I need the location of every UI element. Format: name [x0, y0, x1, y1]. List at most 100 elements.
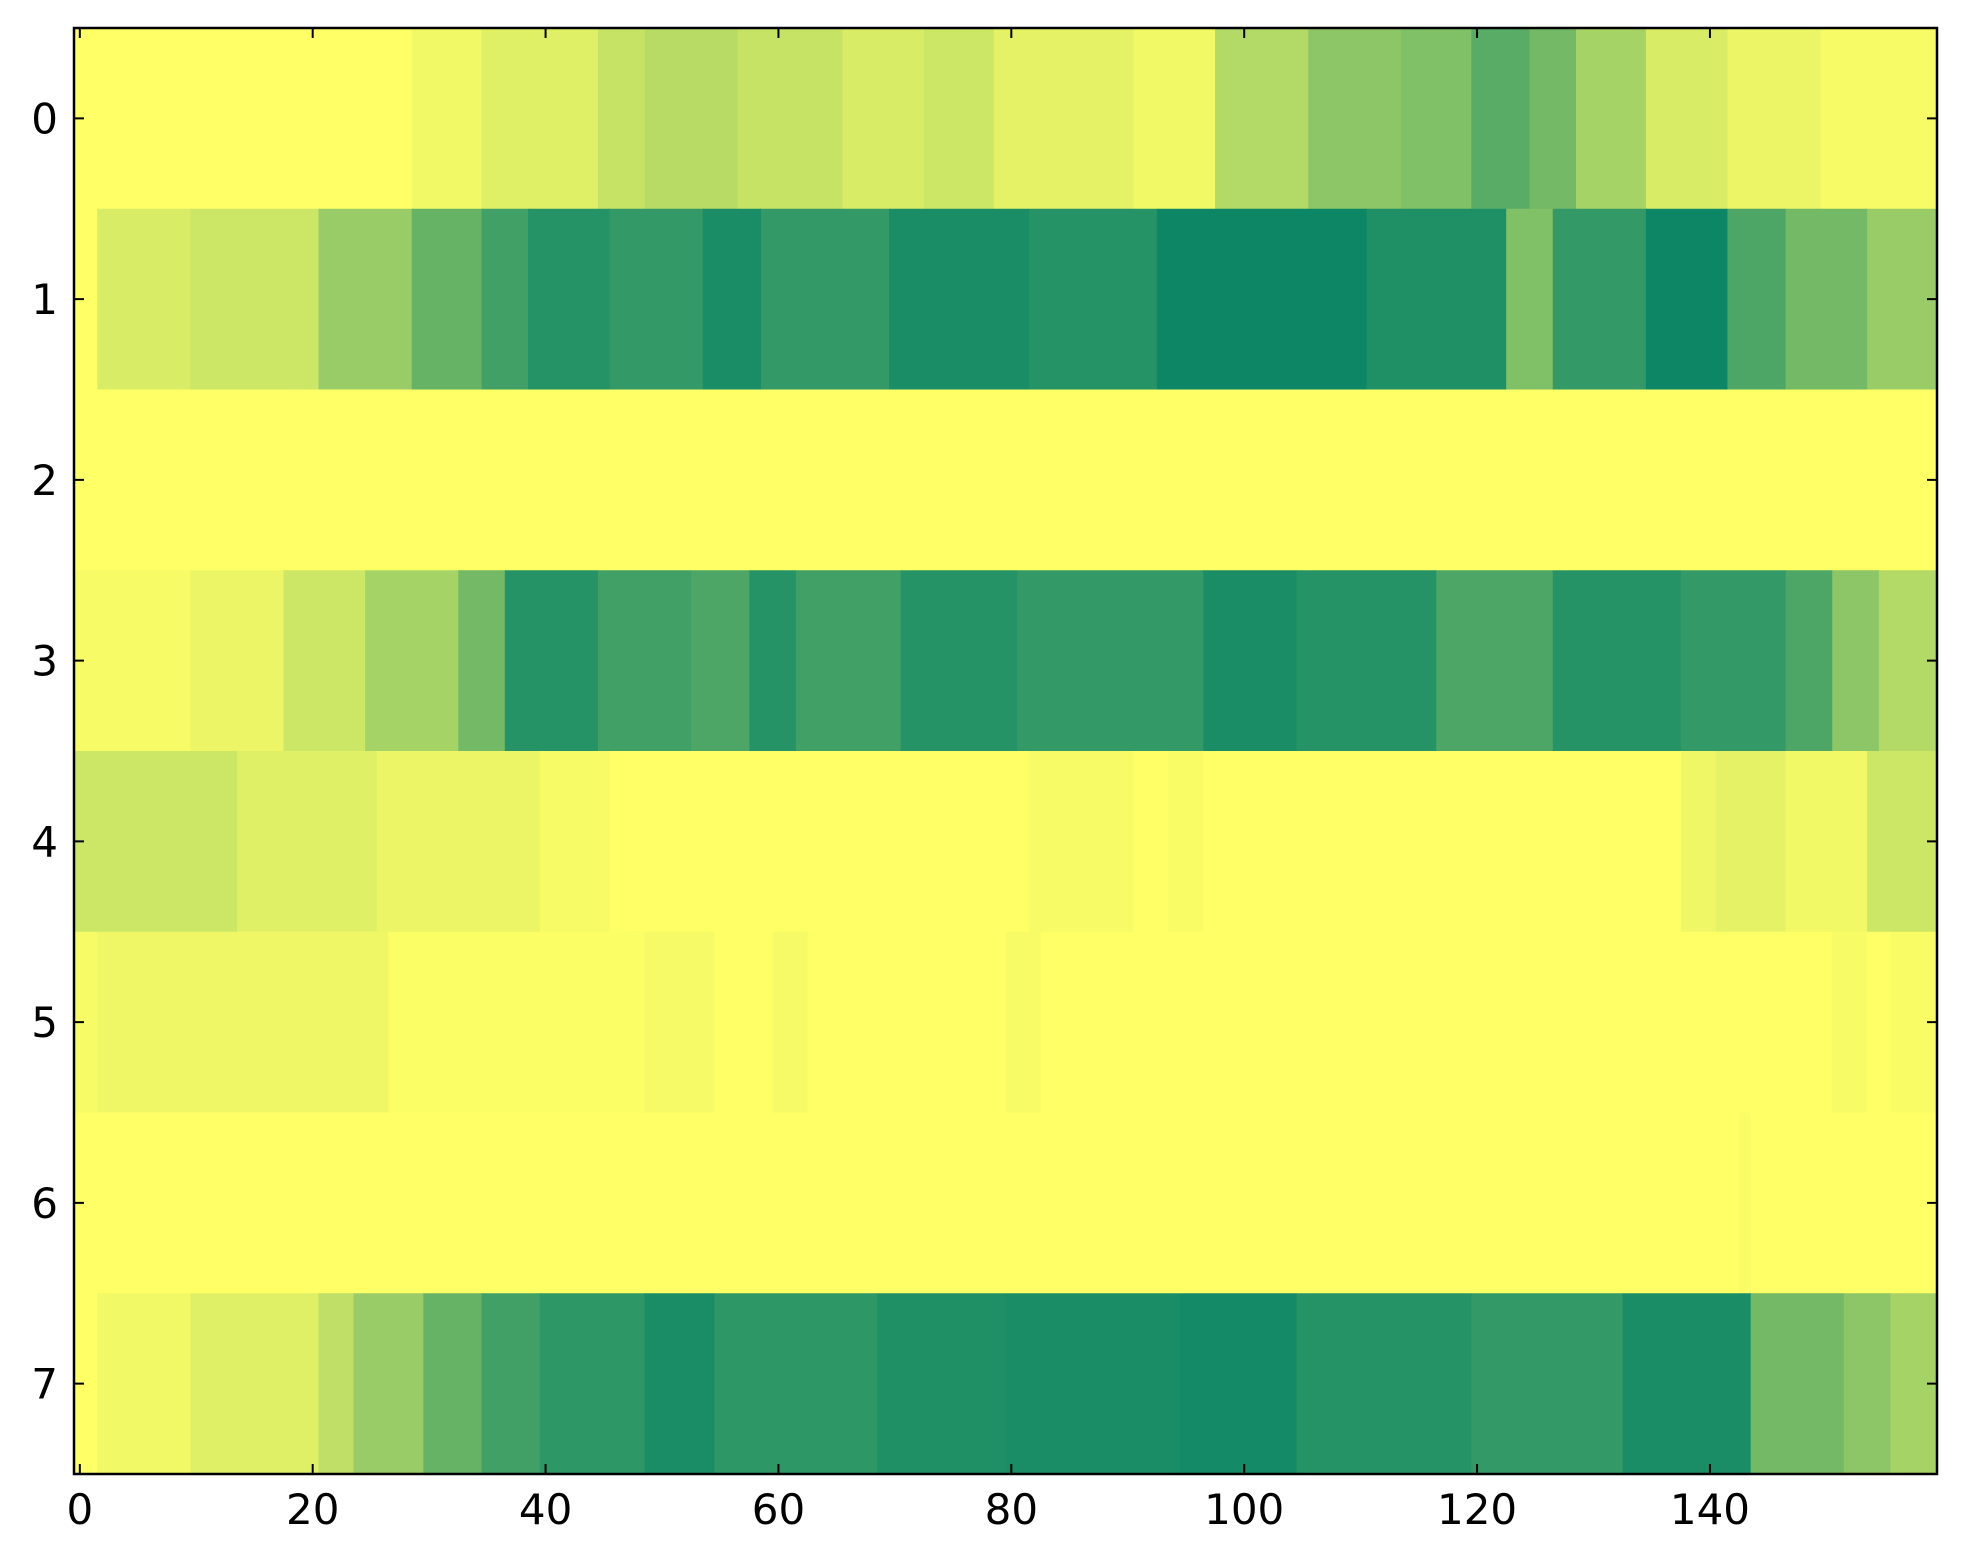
heatmap-cell — [318, 1293, 355, 1475]
heatmap-cell — [737, 28, 844, 210]
y-tick-label: 4 — [31, 817, 58, 866]
heatmap-cell — [1028, 208, 1158, 391]
heatmap-cell — [376, 751, 541, 933]
x-tick-label: 20 — [286, 1485, 339, 1534]
heatmap-cell — [1436, 570, 1554, 752]
y-tick-label: 1 — [31, 275, 58, 324]
heatmap-cell — [1366, 208, 1507, 391]
heatmap-cell — [795, 570, 902, 752]
heatmap-cell — [609, 751, 1030, 933]
heatmap-cell — [714, 931, 774, 1114]
heatmap-cell — [1645, 208, 1729, 391]
heatmap-cell — [353, 1293, 424, 1475]
heatmap-cell — [1867, 751, 1938, 933]
heatmap-cell — [597, 28, 646, 210]
heatmap-cell — [1156, 208, 1368, 391]
y-tick-label: 6 — [31, 1179, 58, 1228]
heatmap-cell — [74, 931, 98, 1114]
heatmap-cell — [1727, 208, 1787, 391]
heatmap-cell — [1203, 570, 1298, 752]
heatmap-cell — [539, 1293, 646, 1475]
heatmap-cell — [1715, 751, 1787, 933]
heatmap-cell — [74, 28, 413, 210]
heatmap-cell — [283, 570, 366, 752]
heatmap-cell — [458, 570, 506, 752]
heatmap-cell — [1506, 208, 1554, 391]
heatmap-cell — [74, 389, 1938, 571]
x-tick-label: 100 — [1204, 1485, 1284, 1534]
heatmap-cell — [1785, 570, 1833, 752]
heatmap-cell — [1750, 1293, 1845, 1475]
heatmap-cell — [1168, 751, 1205, 933]
heatmap-cell — [97, 208, 192, 391]
heatmap-cell — [1680, 751, 1717, 933]
heatmap-cell — [1203, 751, 1682, 933]
heatmap-cell — [74, 1112, 1740, 1294]
heatmap-cell — [1680, 570, 1787, 752]
heatmap-cell — [237, 751, 378, 933]
heatmap-cell — [318, 208, 413, 391]
heatmap-cell — [74, 1293, 98, 1475]
y-tick-label: 7 — [31, 1360, 58, 1409]
heatmap-cell — [644, 931, 716, 1114]
heatmap-cell — [1471, 1293, 1624, 1475]
heatmap-cell — [528, 208, 611, 391]
heatmap-cell — [1471, 28, 1531, 210]
heatmap-cell — [842, 28, 925, 210]
heatmap-cell — [1867, 208, 1938, 391]
heatmap-cell — [504, 570, 599, 752]
heatmap-cell — [74, 208, 98, 391]
x-axis: 0 20 40 60 80 100 120 140 — [66, 28, 1750, 1534]
heatmap-cell — [877, 1293, 1007, 1475]
heatmap-cell — [1785, 751, 1868, 933]
heatmap-cell — [74, 751, 238, 933]
heatmap-cell — [1296, 1293, 1472, 1475]
heatmap-cell — [388, 931, 646, 1114]
heatmap-cell — [1750, 1112, 1938, 1294]
heatmap-cell — [714, 1293, 879, 1475]
heatmap-cell — [97, 1293, 192, 1475]
heatmap-cell — [481, 208, 529, 391]
heatmap-cell — [609, 208, 704, 391]
heatmap-cell — [749, 570, 797, 752]
y-tick-label: 5 — [31, 998, 58, 1047]
heatmap-cell — [1576, 28, 1647, 210]
heatmap-cell — [1133, 28, 1216, 210]
heatmap-cell — [411, 28, 483, 210]
heatmap-cell — [644, 28, 739, 210]
x-tick-label: 120 — [1437, 1485, 1517, 1534]
heatmap-cell — [1040, 931, 1833, 1114]
heatmap-cell — [97, 931, 389, 1114]
heatmap-cell — [481, 1293, 541, 1475]
heatmap-cell — [1739, 1112, 1752, 1294]
heatmap-cell — [1552, 208, 1647, 391]
heatmap-cell — [1867, 931, 1892, 1114]
heatmap-cell — [1832, 931, 1868, 1114]
heatmap-cell — [993, 28, 1135, 210]
y-axis: 0 1 2 3 4 5 6 7 — [31, 94, 1937, 1409]
heatmap-cell — [900, 570, 1018, 752]
heatmap-cell — [1005, 1293, 1181, 1475]
heatmap-cell — [807, 931, 1007, 1114]
heatmap-cell — [1017, 570, 1205, 752]
heatmap-cell — [1529, 28, 1577, 210]
heatmap-cell — [702, 208, 762, 391]
heatmap-cell — [1005, 931, 1042, 1114]
heatmap-cell — [74, 570, 192, 752]
heatmap-cell — [1820, 28, 1938, 210]
heatmap-cell — [1215, 28, 1309, 210]
heatmap-cell — [923, 28, 995, 210]
x-tick-label: 140 — [1670, 1485, 1750, 1534]
heatmap-cell — [1308, 28, 1402, 210]
heatmap-cell — [889, 208, 1030, 391]
heatmap-cell — [1832, 570, 1880, 752]
heatmap-cell — [1622, 1293, 1752, 1475]
heatmap-cell — [423, 1293, 483, 1475]
heatmap-cell — [190, 1293, 320, 1475]
heatmap-cell — [190, 570, 285, 752]
heatmap-cell — [1645, 28, 1729, 210]
heatmap-cell — [1296, 570, 1437, 752]
heatmap-cell — [1401, 28, 1472, 210]
heatmap-cell — [1785, 208, 1868, 391]
